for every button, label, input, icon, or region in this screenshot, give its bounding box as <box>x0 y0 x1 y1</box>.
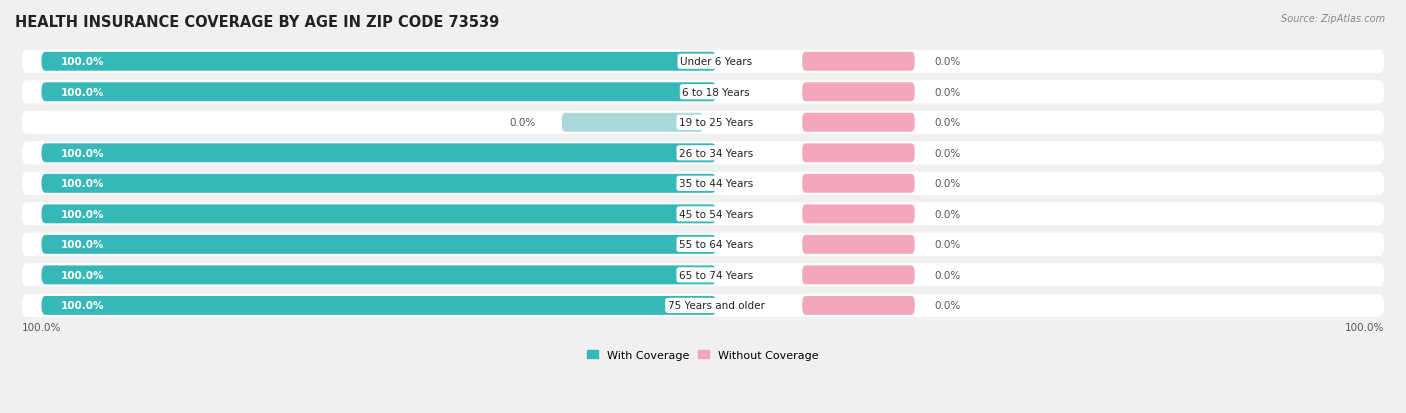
FancyBboxPatch shape <box>41 266 716 285</box>
Text: 0.0%: 0.0% <box>935 57 960 67</box>
FancyBboxPatch shape <box>21 263 1385 287</box>
Text: 100.0%: 100.0% <box>21 323 60 332</box>
FancyBboxPatch shape <box>41 83 716 102</box>
Text: 0.0%: 0.0% <box>935 179 960 189</box>
Text: 100.0%: 100.0% <box>62 270 105 280</box>
Text: 45 to 54 Years: 45 to 54 Years <box>679 209 754 219</box>
Text: Under 6 Years: Under 6 Years <box>681 57 752 67</box>
FancyBboxPatch shape <box>41 53 716 71</box>
FancyBboxPatch shape <box>803 174 915 193</box>
Text: 0.0%: 0.0% <box>509 118 536 128</box>
Text: 0.0%: 0.0% <box>935 148 960 159</box>
Text: HEALTH INSURANCE COVERAGE BY AGE IN ZIP CODE 73539: HEALTH INSURANCE COVERAGE BY AGE IN ZIP … <box>15 15 499 30</box>
FancyBboxPatch shape <box>803 53 915 71</box>
FancyBboxPatch shape <box>803 205 915 224</box>
FancyBboxPatch shape <box>21 50 1385 74</box>
Text: 100.0%: 100.0% <box>62 209 105 219</box>
FancyBboxPatch shape <box>803 83 915 102</box>
Text: 0.0%: 0.0% <box>935 301 960 311</box>
Text: 100.0%: 100.0% <box>62 57 105 67</box>
Text: 100.0%: 100.0% <box>62 148 105 159</box>
FancyBboxPatch shape <box>41 174 716 193</box>
Text: 0.0%: 0.0% <box>935 209 960 219</box>
FancyBboxPatch shape <box>41 144 716 163</box>
FancyBboxPatch shape <box>21 172 1385 195</box>
Legend: With Coverage, Without Coverage: With Coverage, Without Coverage <box>582 345 824 364</box>
Text: 35 to 44 Years: 35 to 44 Years <box>679 179 754 189</box>
FancyBboxPatch shape <box>803 144 915 163</box>
Text: 6 to 18 Years: 6 to 18 Years <box>682 88 749 97</box>
FancyBboxPatch shape <box>803 114 915 133</box>
Text: 100.0%: 100.0% <box>62 88 105 97</box>
Text: 0.0%: 0.0% <box>935 240 960 250</box>
FancyBboxPatch shape <box>21 81 1385 104</box>
Text: 0.0%: 0.0% <box>935 88 960 97</box>
FancyBboxPatch shape <box>41 205 716 224</box>
FancyBboxPatch shape <box>803 296 915 315</box>
Text: 100.0%: 100.0% <box>1346 323 1385 332</box>
Text: Source: ZipAtlas.com: Source: ZipAtlas.com <box>1281 14 1385 24</box>
FancyBboxPatch shape <box>803 266 915 285</box>
Text: 19 to 25 Years: 19 to 25 Years <box>679 118 754 128</box>
FancyBboxPatch shape <box>562 114 703 133</box>
FancyBboxPatch shape <box>21 112 1385 135</box>
FancyBboxPatch shape <box>21 233 1385 256</box>
Text: 55 to 64 Years: 55 to 64 Years <box>679 240 754 250</box>
FancyBboxPatch shape <box>41 235 716 254</box>
Text: 26 to 34 Years: 26 to 34 Years <box>679 148 754 159</box>
Text: 0.0%: 0.0% <box>935 118 960 128</box>
Text: 65 to 74 Years: 65 to 74 Years <box>679 270 754 280</box>
FancyBboxPatch shape <box>803 235 915 254</box>
FancyBboxPatch shape <box>21 203 1385 226</box>
Text: 100.0%: 100.0% <box>62 179 105 189</box>
Text: 75 Years and older: 75 Years and older <box>668 301 765 311</box>
FancyBboxPatch shape <box>21 294 1385 317</box>
Text: 0.0%: 0.0% <box>935 270 960 280</box>
FancyBboxPatch shape <box>41 296 716 315</box>
Text: 100.0%: 100.0% <box>62 301 105 311</box>
Text: 100.0%: 100.0% <box>62 240 105 250</box>
FancyBboxPatch shape <box>21 142 1385 165</box>
